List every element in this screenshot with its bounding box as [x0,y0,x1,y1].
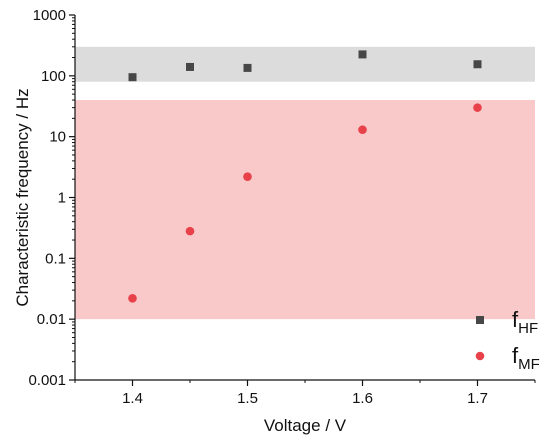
data-point-hf [243,63,252,72]
legend-marker-mf [475,351,485,361]
data-point-hf [186,62,194,71]
y-tick-label: 0.01 [37,311,66,328]
data-point-hf [358,50,367,59]
data-point-mf [185,226,195,236]
legend-marker-hf [476,316,484,324]
shaded-band-0 [75,46,535,82]
x-tick-label: 1.5 [237,390,258,407]
y-tick-label: 1 [58,190,66,207]
legend-label-subscript: HF [518,320,538,337]
y-tick-label: 10 [49,129,66,146]
x-tick-label: 1.4 [122,390,143,407]
data-point-mf [473,103,482,112]
x-tick-label: 1.7 [467,390,488,407]
x-axis-title: Voltage / V [264,416,347,435]
y-tick-label: 100 [41,68,66,85]
y-axis-title: Characteristic frequency / Hz [13,88,32,306]
legend-label: fHF [512,307,538,337]
data-point-mf [128,294,137,303]
data-point-hf [128,73,137,82]
data-point-mf [358,125,367,135]
y-tick-label: 1000 [33,7,66,24]
legend-label-main: f [512,307,519,332]
bands-layer [75,46,535,320]
x-tick-label: 1.6 [352,390,373,407]
points-layer [128,50,482,303]
legend-label: fMF [512,343,540,373]
legend-label-main: f [512,343,519,368]
data-point-hf [473,60,482,69]
axes-layer: 0.001 0.01 0.1 1 10 100 1000 1.4 1.5 1.6 1.7 [28,7,536,407]
shaded-band-1 [75,100,535,320]
y-tick-label: 0.1 [45,250,66,267]
data-point-mf [243,172,252,181]
legend-label-subscript: MF [518,356,540,373]
y-tick-label: 0.001 [28,372,66,389]
